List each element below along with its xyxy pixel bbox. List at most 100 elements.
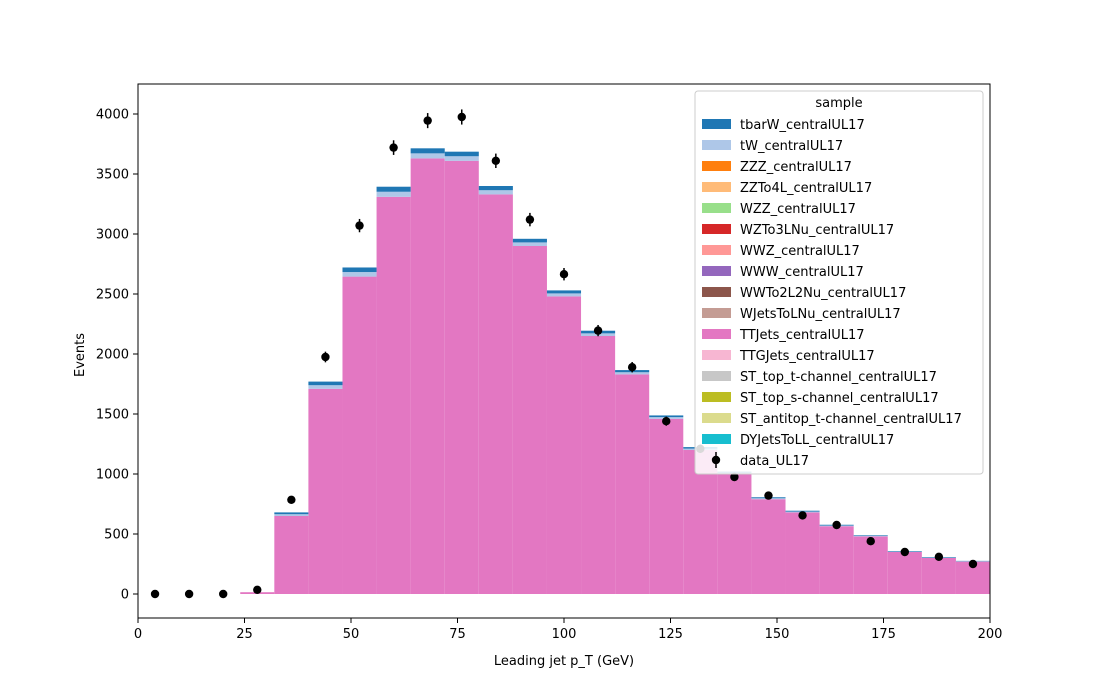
bar-segment (751, 499, 786, 594)
legend-label: WWTo2L2Nu_centralUL17 (740, 286, 906, 301)
legend-swatch (702, 224, 731, 234)
x-axis: 0 25 50 75 100 125 150 175 200 (134, 618, 1003, 642)
legend: sample tbarW_centralUL17 tW_centralUL17 ZZZ… (694, 90, 984, 475)
bar-segment (921, 558, 956, 594)
legend-label: data_UL17 (740, 454, 809, 469)
data-point (798, 511, 807, 520)
bar-segment (410, 148, 445, 154)
data-point (764, 491, 773, 500)
data-point (491, 156, 501, 165)
data-point (934, 552, 944, 561)
y-tick-label: 2500 (96, 288, 129, 303)
data-point (730, 472, 739, 482)
legend-swatch (702, 161, 731, 171)
data-point (866, 537, 875, 546)
data-point (355, 221, 364, 230)
legend-box (694, 90, 984, 475)
data-point (150, 589, 160, 599)
legend-label: WJetsToLNu_centralUL17 (740, 307, 901, 322)
bar-segment (342, 272, 377, 277)
data-point (627, 363, 637, 372)
bar-segment (376, 196, 411, 595)
legend-swatch (702, 182, 731, 192)
legend-label: WWZ_centralUL17 (740, 244, 860, 259)
x-tick-label: 175 (871, 627, 896, 642)
bar-segment (308, 381, 343, 386)
bar-segment (478, 190, 513, 195)
y-tick-label: 0 (121, 588, 129, 603)
x-tick-label: 75 (449, 627, 466, 642)
bar-segment (853, 535, 888, 537)
bar-segment (274, 512, 309, 515)
legend-data-marker (711, 455, 721, 465)
bar-segment (546, 293, 582, 297)
stacked-histogram (240, 148, 990, 595)
data-point (253, 585, 262, 594)
bar-segment (308, 388, 343, 594)
bar-segment (410, 153, 445, 159)
legend-label: ZZTo4L_centralUL17 (740, 181, 872, 196)
x-tick-label: 50 (343, 627, 360, 642)
legend-label: ST_top_s-channel_centralUL17 (740, 391, 939, 406)
y-tick-label: 1500 (96, 408, 129, 423)
legend-swatch (702, 392, 731, 402)
x-tick-label: 100 (552, 627, 577, 642)
x-tick-label: 200 (978, 627, 1003, 642)
legend-swatch (702, 308, 731, 318)
legend-label: ST_top_t-channel_centralUL17 (740, 370, 937, 385)
x-axis-label: Leading jet p_T (GeV) (494, 654, 634, 669)
bar-segment (308, 385, 343, 389)
data-point (968, 559, 978, 569)
legend-label: WZTo3LNu_centralUL17 (740, 223, 894, 238)
legend-swatch (702, 140, 731, 150)
data-point (219, 589, 228, 599)
data-point (423, 116, 432, 125)
legend-swatch (702, 350, 731, 360)
legend-label: TTJets_centralUL17 (739, 328, 865, 343)
bar-segment (410, 158, 445, 594)
data-point (525, 215, 535, 224)
bar-segment (478, 186, 513, 191)
bar-segment (376, 186, 411, 192)
bar-segment (444, 160, 479, 595)
legend-swatch (702, 119, 731, 129)
legend-swatch (702, 287, 731, 297)
bar-segment (785, 510, 820, 512)
y-tick-label: 3000 (96, 228, 129, 243)
legend-swatch (702, 434, 731, 444)
bar-segment (853, 536, 888, 594)
bar-segment (546, 290, 582, 294)
data-point (287, 495, 296, 504)
bar-segment (444, 156, 479, 161)
y-tick-label: 2000 (96, 348, 129, 363)
bar-segment (717, 474, 752, 594)
legend-label: WWW_centralUL17 (740, 265, 864, 280)
legend-swatch (702, 329, 731, 339)
data-point (457, 112, 466, 122)
data-point (662, 417, 671, 426)
y-tick-label: 4000 (96, 108, 129, 123)
legend-swatch (702, 413, 731, 423)
legend-swatch (702, 203, 731, 213)
data-point (593, 326, 603, 335)
legend-label: WZZ_centralUL17 (740, 202, 856, 217)
bar-segment (512, 246, 547, 594)
legend-swatch (702, 266, 731, 276)
data-point (321, 352, 330, 362)
legend-title: sample (815, 96, 862, 111)
bar-segment (342, 276, 377, 594)
bar-segment (615, 372, 650, 375)
y-axis-label: Events (73, 333, 88, 377)
y-tick-label: 1000 (96, 468, 129, 483)
legend-swatch (702, 371, 731, 381)
data-point (389, 143, 398, 152)
bar-segment (615, 374, 650, 594)
x-tick-label: 0 (134, 627, 142, 642)
data-points (150, 109, 978, 599)
bar-segment (512, 242, 547, 246)
legend-label: tbarW_centralUL17 (740, 118, 865, 133)
legend-label: TTGJets_centralUL17 (739, 349, 875, 364)
data-point (184, 589, 194, 599)
bar-segment (785, 512, 820, 594)
